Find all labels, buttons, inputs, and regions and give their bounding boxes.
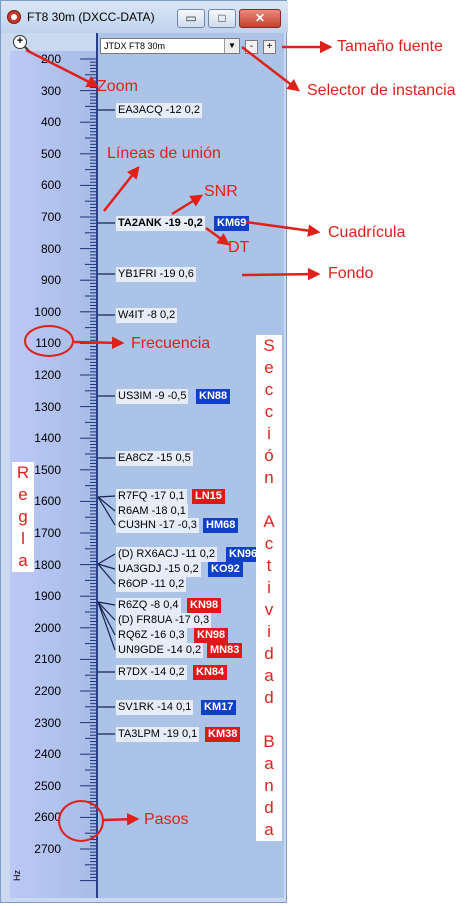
link-line: [97, 601, 116, 651]
annotation-grid: Cuadrícula: [328, 224, 406, 241]
annotation-link-lines: Líneas de unión: [107, 145, 221, 162]
ruler-tick-label: 2500: [34, 778, 61, 793]
grid-locator-badge[interactable]: KM17: [201, 700, 237, 715]
link-line: [97, 601, 116, 621]
ruler-tick-label: 2600: [34, 810, 61, 825]
link-line: [97, 496, 116, 512]
ruler-tick-label: 2400: [34, 747, 61, 762]
annotation-background: Fondo: [328, 265, 374, 282]
spot-label[interactable]: UN9GDE -14 0,2: [116, 643, 204, 658]
ruler-tick-label: 1200: [34, 368, 61, 382]
ruler-tick-label: 800: [40, 241, 61, 256]
close-button[interactable]: ✕: [239, 9, 281, 28]
link-line: [97, 563, 116, 585]
ruler-tick-label: 900: [40, 273, 61, 288]
ruler-tick-label: 1500: [34, 462, 61, 477]
annotation-frequency-circle: [24, 325, 74, 357]
grid-locator-badge[interactable]: KM38: [205, 727, 241, 742]
spot-label[interactable]: CU3HN -17 -0,3: [116, 518, 199, 533]
ruler-tick-label: 2700: [34, 842, 61, 856]
link-line: [97, 601, 116, 606]
spot-label[interactable]: US3IM -9 -0,5: [116, 389, 189, 404]
spot-label[interactable]: R7FQ -17 0,1: [116, 489, 187, 504]
ruler-tick-label: 2200: [34, 684, 61, 698]
link-line: [97, 563, 116, 570]
ruler-tick-label: 1700: [34, 526, 61, 540]
spot-label[interactable]: TA2ANK -19 -0,2: [116, 216, 205, 231]
grid-locator-badge[interactable]: KN98: [194, 628, 229, 643]
ruler-tick-label: 1000: [34, 304, 61, 319]
grid-locator-badge[interactable]: KN98: [187, 598, 222, 613]
ruler-tick-label: 500: [40, 146, 61, 161]
ruler-tick-label: 2300: [34, 715, 61, 730]
spot-label[interactable]: (D) RX6ACJ -11 0,2: [116, 547, 217, 562]
annotation-band-section: S e c c i ó n A c t i v i d a d B a n d …: [256, 335, 282, 841]
zoom-in-icon[interactable]: +: [13, 35, 27, 49]
spot-label[interactable]: (D) FR8UA -17 0,3: [116, 613, 212, 628]
ruler-tick-label: 1400: [34, 431, 61, 446]
spot-label[interactable]: RQ6Z -16 0,3: [116, 628, 187, 643]
link-line: [97, 496, 116, 526]
window-title: FT8 30m (DXCC-DATA): [27, 10, 155, 24]
grid-locator-badge[interactable]: KO92: [208, 562, 243, 577]
annotation-dt: DT: [228, 239, 250, 256]
link-lines: [97, 109, 116, 735]
ruler-tick-label: 1600: [34, 494, 61, 509]
annotation-font-size: Tamaño fuente: [337, 38, 443, 55]
annotation-ruler: R e g l a: [12, 462, 34, 572]
spot-label[interactable]: R6OP -11 0,2: [116, 577, 187, 592]
ruler-tick-label: 600: [40, 178, 61, 193]
spot-label[interactable]: EA3ACQ -12 0,2: [116, 103, 202, 118]
grid-locator-badge[interactable]: KN96: [226, 547, 261, 562]
annotation-frequency: Frecuencia: [131, 335, 211, 352]
instance-select[interactable]: JTDX FT8 30m ▼: [100, 38, 240, 54]
minimize-button[interactable]: ▭: [177, 9, 205, 28]
spot-label[interactable]: W4IT -8 0,2: [116, 308, 178, 323]
link-line: [97, 495, 116, 498]
spot-label[interactable]: R7DX -14 0,2: [116, 665, 187, 680]
grid-locator-badge[interactable]: HM68: [203, 518, 239, 533]
annotation-steps: Pasos: [144, 811, 189, 828]
annotation-zoom: Zoom: [97, 78, 138, 95]
spot-label[interactable]: UA3GDJ -15 0,2: [116, 562, 201, 577]
grid-locator-badge[interactable]: LN15: [192, 489, 225, 504]
maximize-button[interactable]: □: [208, 9, 236, 28]
app-window: FT8 30m (DXCC-DATA) ▭ □ ✕ + − 2003004005…: [0, 0, 288, 903]
ruler-ticks: [80, 58, 96, 882]
title-bar[interactable]: FT8 30m (DXCC-DATA) ▭ □ ✕: [1, 1, 288, 33]
ruler-tick-label: 1300: [34, 399, 61, 414]
annotation-snr: SNR: [204, 183, 238, 200]
annotation-steps-circle: [58, 800, 104, 842]
grid-locator-badge[interactable]: KN84: [193, 665, 228, 680]
chevron-down-icon[interactable]: ▼: [224, 39, 239, 53]
spot-label[interactable]: R6AM -18 0,1: [116, 504, 188, 519]
ruler-tick-label: 700: [40, 210, 61, 224]
spot-label[interactable]: EA8CZ -15 0,5: [116, 451, 193, 466]
ruler-tick-label: 1800: [34, 557, 61, 572]
grid-locator-badge[interactable]: MN83: [207, 643, 243, 658]
grid-locator-badge[interactable]: KM69: [214, 216, 250, 231]
instance-select-value: JTDX FT8 30m: [104, 41, 166, 51]
spot-label[interactable]: R6ZQ -8 0,4: [116, 598, 181, 613]
link-line: [97, 601, 116, 636]
spot-label[interactable]: SV1RK -14 0,1: [116, 700, 194, 715]
ruler-tick-label: 400: [40, 115, 61, 130]
app-icon: [7, 10, 21, 24]
ruler-tick-label: 1900: [34, 589, 61, 604]
spot-label[interactable]: YB1FRI -19 0,6: [116, 267, 196, 282]
ruler-tick-label: 2000: [34, 620, 61, 635]
ruler-axis: [96, 33, 98, 898]
spot-label[interactable]: TA3LPM -19 0,1: [116, 727, 200, 742]
link-line: [97, 553, 116, 565]
ruler-tick-label: 2100: [34, 652, 61, 667]
grid-locator-badge[interactable]: KN88: [196, 389, 231, 404]
annotation-instance-selector: Selector de instancia: [307, 82, 456, 99]
